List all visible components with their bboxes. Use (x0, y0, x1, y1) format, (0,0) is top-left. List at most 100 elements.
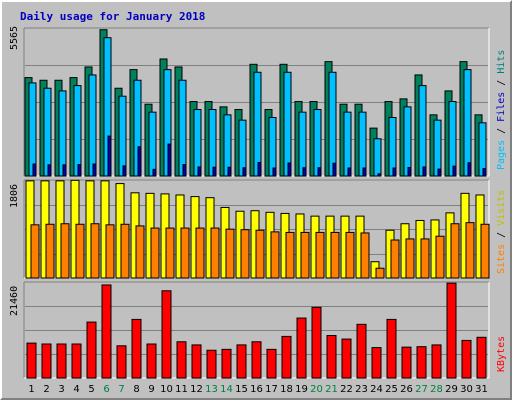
hits-ymax-label: 5565 (9, 26, 20, 50)
files-bar (268, 116, 277, 177)
sites-bar (150, 227, 160, 279)
files-bar (463, 69, 472, 177)
sites-bar (120, 223, 130, 279)
pages-bar (272, 167, 277, 177)
x-tick-label: 25 (385, 384, 398, 395)
x-tick-label: 16 (250, 384, 263, 395)
x-tick-label: 30 (460, 384, 473, 395)
kbytes-bar (356, 323, 367, 379)
kbytes-bar (431, 344, 442, 379)
kbytes-bar (476, 336, 487, 379)
files-bar (388, 116, 397, 177)
pages-bar (122, 165, 127, 177)
sites-bar (405, 238, 415, 279)
files-bar (418, 85, 427, 177)
kbytes-bar (401, 346, 412, 379)
legend-hits-label: Hits (496, 50, 507, 74)
pages-bar (317, 167, 322, 177)
pages-bar (467, 162, 472, 177)
x-tick-label: 10 (160, 384, 173, 395)
sites-bar (75, 223, 85, 279)
files-bar (373, 138, 382, 177)
sites-bar (210, 227, 220, 279)
x-tick-label: 4 (73, 384, 79, 395)
sites-bar (255, 229, 265, 279)
sites-bar (375, 267, 385, 279)
x-tick-label: 12 (190, 384, 203, 395)
pages-bar (137, 146, 142, 177)
sites-bar (225, 228, 235, 279)
legend-sep: / (496, 74, 507, 92)
pages-bar (227, 166, 232, 177)
kbytes-bar (296, 317, 307, 379)
pages-bar (392, 167, 397, 177)
kbytes-bar (311, 306, 322, 379)
chart-title: Daily usage for January 2018 (20, 10, 206, 23)
sites-bar (345, 231, 355, 279)
sites-bar (45, 223, 55, 279)
sites-bar (285, 231, 295, 279)
sites-bar (270, 231, 280, 279)
sites-bar (450, 223, 460, 279)
kbytes-bar (146, 343, 157, 379)
x-tick-label: 7 (118, 384, 124, 395)
sites-bar (315, 231, 325, 279)
sites-bar (30, 224, 40, 279)
kbytes-bar (176, 341, 187, 379)
x-tick-label: 11 (175, 384, 188, 395)
x-tick-label: 15 (235, 384, 248, 395)
kbytes-bar (461, 339, 472, 379)
pages-bar (482, 168, 487, 177)
x-tick-label: 20 (310, 384, 323, 395)
kbytes-ymax-label: 21460 (9, 286, 20, 316)
pages-bar (287, 162, 292, 177)
x-tick-label: 9 (148, 384, 154, 395)
legend-pages-label: Pages (496, 140, 507, 170)
kbytes-bar (251, 341, 262, 379)
kbytes-bar (26, 342, 37, 379)
sites-bar (480, 223, 490, 279)
sites-bar (195, 227, 205, 279)
kbytes-bar (341, 338, 352, 379)
kbytes-bar (56, 343, 67, 379)
x-tick-label: 19 (295, 384, 308, 395)
kbytes-bar (116, 345, 127, 379)
sites-bar (90, 223, 100, 279)
x-tick-label: 1 (28, 384, 34, 395)
kbytes-bar (101, 284, 112, 379)
x-tick-label: 27 (415, 384, 428, 395)
legend-sep: / (496, 226, 507, 244)
kbytes-bar (86, 321, 97, 379)
pages-bar (182, 164, 187, 177)
files-bar (118, 95, 127, 177)
sites-bar (135, 225, 145, 279)
kbytes-bar (371, 347, 382, 379)
files-bar (148, 111, 157, 177)
files-bar (358, 111, 367, 177)
files-bar (433, 119, 442, 177)
pages-bar (422, 166, 427, 177)
files-bar (208, 109, 217, 177)
files-bar (28, 82, 37, 177)
kbytes-bar (71, 343, 82, 379)
x-tick-label: 5 (88, 384, 94, 395)
pages-bar (92, 163, 97, 177)
pages-bar (452, 165, 457, 177)
files-bar (253, 71, 262, 177)
kbytes-bar (206, 349, 217, 379)
kbytes-bar (326, 335, 337, 379)
pages-bar (167, 143, 172, 177)
sites-bar (420, 238, 430, 279)
kbytes-bar (131, 318, 142, 379)
x-tick-label: 21 (325, 384, 338, 395)
kbytes-bar (386, 318, 397, 379)
x-tick-label: 24 (370, 384, 383, 395)
x-tick-label: 18 (280, 384, 293, 395)
x-tick-label: 28 (430, 384, 443, 395)
pages-bar (152, 168, 157, 177)
kbytes-bar (221, 348, 232, 379)
sites-bar (465, 222, 475, 279)
sites-bar (390, 239, 400, 279)
x-tick-label: 29 (445, 384, 458, 395)
kbytes-bar (236, 344, 247, 379)
